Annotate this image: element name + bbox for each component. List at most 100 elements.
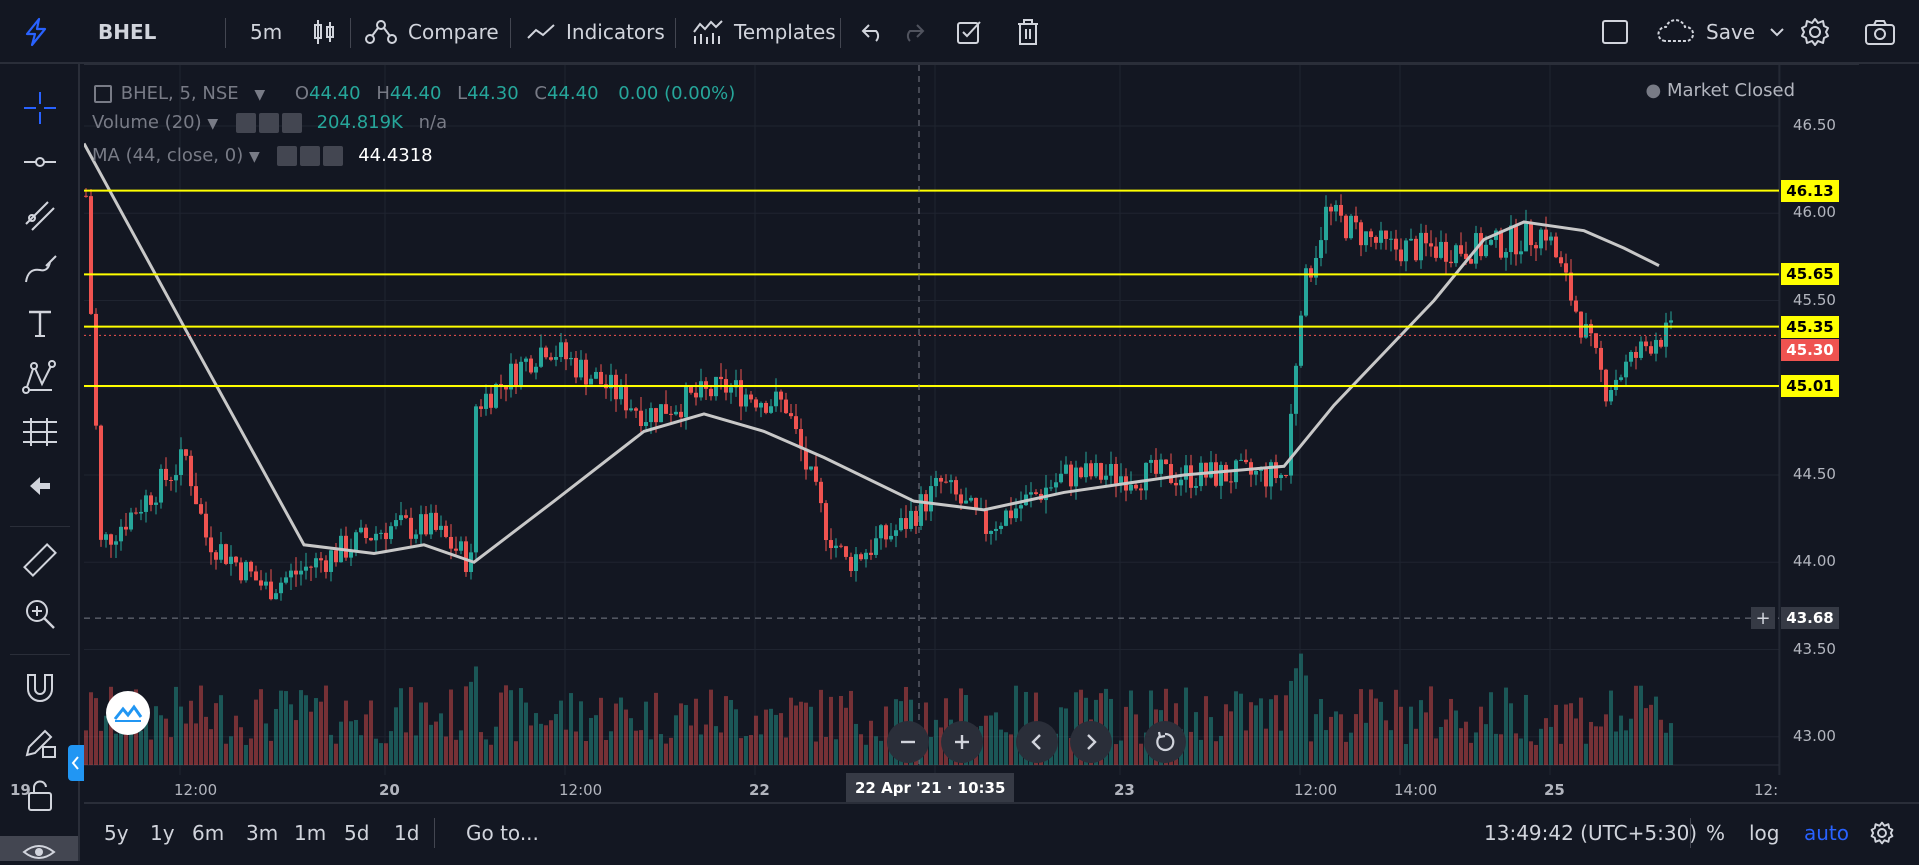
app-logo-icon[interactable] — [106, 691, 150, 735]
checkbox-icon[interactable] — [956, 0, 982, 64]
volume-bar — [219, 695, 223, 765]
candle-body — [1454, 245, 1458, 264]
range-button-1m[interactable]: 1m — [294, 820, 327, 845]
range-button-3m[interactable]: 3m — [246, 820, 279, 845]
volume-bar — [1539, 728, 1543, 765]
candle-body — [1389, 238, 1393, 240]
log-toggle[interactable]: log — [1749, 820, 1780, 845]
candle-body — [419, 514, 423, 535]
eye-icon[interactable] — [0, 836, 78, 861]
volume-bar — [994, 712, 998, 765]
candle-body — [1404, 240, 1408, 262]
horizontal-line-icon[interactable] — [18, 142, 62, 182]
time-tick-label: 20 — [379, 781, 400, 799]
candle-body — [1014, 508, 1018, 519]
zoom-in-icon[interactable] — [18, 594, 62, 634]
close-icon[interactable] — [323, 146, 344, 166]
scroll-left-button[interactable] — [1016, 721, 1058, 763]
candle-body — [129, 512, 133, 530]
volume-bar — [234, 715, 238, 765]
goto-button[interactable]: Go to... — [466, 820, 539, 845]
volume-legend[interactable]: Volume (20) ▼ 204.819K n/a — [92, 112, 448, 133]
brush-icon[interactable] — [18, 250, 62, 290]
candle-body — [594, 371, 598, 379]
save-button[interactable]: Save — [1656, 0, 1785, 64]
collapse-toolbar-handle[interactable] — [68, 745, 84, 781]
candle-body — [189, 455, 193, 487]
candle-body — [649, 408, 653, 423]
trend-lines-icon[interactable] — [18, 196, 62, 236]
candle-body — [94, 313, 98, 426]
candle-body — [879, 525, 883, 539]
auto-toggle[interactable]: auto — [1804, 820, 1850, 845]
symbol-legend[interactable]: BHEL, 5, NSE ▼ O44.40 H44.40 L44.30 C44.… — [94, 83, 735, 104]
trash-icon[interactable] — [1016, 0, 1040, 64]
templates-icon — [693, 20, 723, 44]
clock[interactable]: 13:49:42 (UTC+5:30) — [1484, 820, 1698, 845]
volume-bar — [1489, 692, 1493, 765]
candle-body — [299, 570, 303, 575]
candle-style-icon[interactable] — [312, 0, 336, 64]
back-arrow-icon[interactable] — [18, 466, 62, 506]
chevron-down-icon[interactable]: ▼ — [207, 116, 219, 132]
chevron-down-icon[interactable]: ▼ — [254, 87, 266, 103]
lightning-icon[interactable] — [22, 0, 50, 64]
settings-icon[interactable] — [300, 146, 321, 166]
volume-bar — [199, 685, 203, 765]
unlock-icon[interactable] — [18, 776, 62, 816]
zoom-out-button[interactable] — [887, 721, 929, 763]
indicators-button[interactable]: Indicators — [526, 0, 665, 64]
range-button-6m[interactable]: 6m — [192, 820, 225, 845]
crosshair-icon[interactable] — [18, 88, 62, 128]
templates-button[interactable]: Templates — [692, 0, 836, 64]
candle-body — [1284, 474, 1288, 476]
range-button-5d[interactable]: 5d — [344, 820, 370, 845]
settings-icon[interactable] — [258, 113, 279, 133]
compare-button[interactable]: Compare — [364, 0, 499, 64]
chevron-down-icon[interactable]: ▼ — [248, 149, 260, 165]
eye-icon[interactable] — [235, 113, 256, 133]
volume-bar — [324, 685, 328, 765]
range-button-5y[interactable]: 5y — [104, 820, 129, 845]
candle-body — [1309, 268, 1313, 278]
ruler-icon[interactable] — [18, 540, 62, 580]
range-button-1d[interactable]: 1d — [394, 820, 420, 845]
range-button-1y[interactable]: 1y — [150, 820, 175, 845]
fullscreen-icon[interactable] — [1601, 0, 1629, 64]
candle-body — [734, 380, 738, 388]
magnet-icon[interactable] — [18, 668, 62, 708]
candle-body — [1369, 231, 1373, 238]
chart-pane[interactable]: BHEL, 5, NSE ▼ O44.40 H44.40 L44.30 C44.… — [10, 64, 1859, 803]
time-tick-label: 22 — [749, 781, 770, 799]
undo-icon[interactable] — [860, 0, 886, 64]
volume-bar — [929, 736, 933, 765]
close-icon[interactable] — [281, 113, 302, 133]
zoom-in-button[interactable] — [941, 721, 983, 763]
ma-legend[interactable]: MA (44, close, 0) ▼ 44.4318 — [92, 145, 433, 166]
settings-gear-icon[interactable] — [1800, 0, 1830, 64]
price-chart[interactable] — [19, 65, 1859, 775]
lock-pencil-icon[interactable] — [18, 722, 62, 762]
candle-body — [1509, 225, 1513, 253]
candle-body — [969, 497, 973, 501]
candle-body — [1079, 467, 1083, 478]
reset-chart-button[interactable] — [1144, 721, 1186, 763]
volume-bar — [1334, 711, 1338, 765]
text-icon[interactable] — [18, 304, 62, 344]
pattern-icon[interactable] — [18, 358, 62, 398]
eye-icon[interactable] — [277, 146, 298, 166]
candle-body — [1294, 365, 1298, 414]
candle-body — [1599, 347, 1603, 370]
redo-icon[interactable] — [900, 0, 926, 64]
candle-body — [954, 480, 958, 495]
percent-toggle[interactable]: % — [1706, 820, 1726, 845]
candle-body — [529, 358, 533, 373]
camera-icon[interactable] — [1864, 0, 1896, 64]
scroll-right-button[interactable] — [1070, 721, 1112, 763]
interval-selector[interactable]: 5m — [250, 20, 283, 44]
prediction-icon[interactable] — [18, 412, 62, 452]
candle-body — [1279, 474, 1283, 479]
collapse-icon[interactable] — [94, 85, 112, 103]
symbol-search[interactable]: BHEL — [98, 20, 157, 44]
chart-settings-icon[interactable] — [1870, 804, 1894, 861]
